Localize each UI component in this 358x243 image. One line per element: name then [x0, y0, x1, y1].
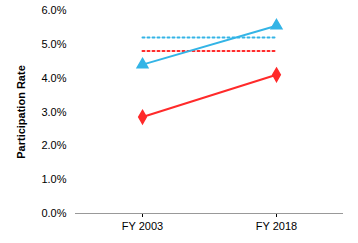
svg-text:6.0%: 6.0%: [41, 4, 66, 16]
svg-text:0.0%: 0.0%: [41, 207, 66, 219]
svg-text:2.0%: 2.0%: [41, 139, 66, 151]
svg-text:FY 2003: FY 2003: [122, 220, 163, 232]
svg-text:FY 2018: FY 2018: [256, 220, 297, 232]
svg-text:4.0%: 4.0%: [41, 72, 66, 84]
svg-text:5.0%: 5.0%: [41, 38, 66, 50]
svg-text:3.0%: 3.0%: [41, 106, 66, 118]
svg-text:Participation Rate: Participation Rate: [15, 65, 27, 159]
svg-text:1.0%: 1.0%: [41, 173, 66, 185]
